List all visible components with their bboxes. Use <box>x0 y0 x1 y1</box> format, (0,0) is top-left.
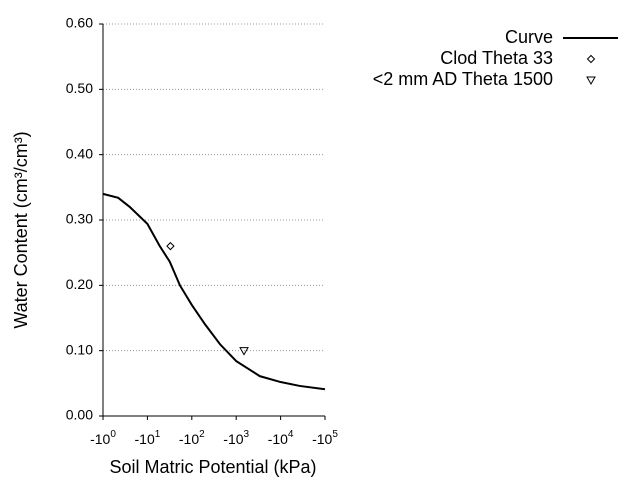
y-tick-label: 0.50 <box>66 80 93 96</box>
x-tick-exponent: 0 <box>110 429 116 440</box>
x-tick-exponent: 3 <box>244 429 250 440</box>
y-tick-label: 0.40 <box>66 145 93 161</box>
x-axis-label: Soil Matric Potential (kPa) <box>109 457 316 477</box>
legend-label: Clod Theta 33 <box>440 48 553 68</box>
x-tick-base: -10 <box>223 431 243 447</box>
legend-marker <box>586 54 596 64</box>
y-axis-label: Water Content (cm³/cm³) <box>11 131 31 328</box>
x-tick-label: -102 <box>179 429 205 447</box>
x-tick-base: -10 <box>179 431 199 447</box>
x-tick-exponent: 5 <box>332 429 338 440</box>
y-tick-label: 0.10 <box>66 341 93 357</box>
x-tick-exponent: 4 <box>288 429 294 440</box>
y-tick-label: 0.00 <box>66 407 93 423</box>
x-tick-base: -10 <box>90 431 110 447</box>
x-tick-exponent: 1 <box>155 429 161 440</box>
point <box>239 347 249 356</box>
x-tick-base: -10 <box>312 431 332 447</box>
x-tick-label: -105 <box>312 429 338 447</box>
y-tick-label: 0.60 <box>66 15 93 31</box>
x-tick-base: -10 <box>268 431 288 447</box>
x-tick-label: -103 <box>223 429 249 447</box>
legend-marker <box>586 76 596 86</box>
x-tick-label: -101 <box>135 429 161 447</box>
x-tick-label: -100 <box>90 429 116 447</box>
legend-label: <2 mm AD Theta 1500 <box>373 69 553 89</box>
x-tick-label: -104 <box>268 429 294 447</box>
curve <box>102 192 326 391</box>
x-tick-exponent: 2 <box>199 429 205 440</box>
y-tick-label: 0.30 <box>66 211 93 227</box>
point <box>166 241 175 251</box>
legend-label: Curve <box>505 27 553 47</box>
y-tick-label: 0.20 <box>66 276 93 292</box>
x-tick-base: -10 <box>135 431 155 447</box>
